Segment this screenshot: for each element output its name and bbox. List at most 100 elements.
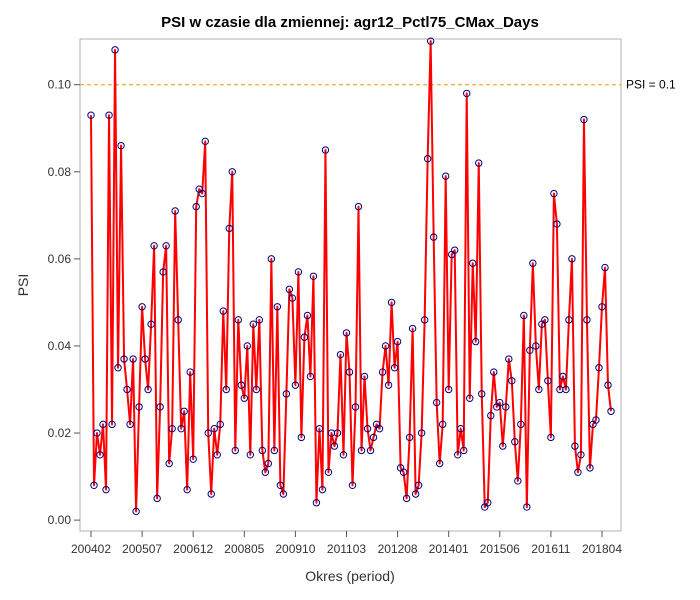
data-point bbox=[454, 451, 462, 459]
data-point bbox=[210, 424, 218, 433]
data-point bbox=[204, 429, 212, 437]
data-point bbox=[375, 424, 384, 433]
data-point bbox=[511, 438, 519, 446]
x-tick-label: 201208 bbox=[378, 542, 418, 556]
data-point bbox=[529, 259, 537, 267]
data-point bbox=[240, 394, 248, 402]
data-point bbox=[180, 407, 188, 415]
data-point bbox=[369, 433, 378, 442]
data-point bbox=[420, 316, 429, 324]
series-group bbox=[87, 37, 615, 516]
data-point bbox=[222, 385, 230, 394]
data-point bbox=[126, 420, 134, 429]
data-point bbox=[177, 424, 185, 433]
plot-area-frame bbox=[79, 38, 622, 532]
data-point bbox=[384, 381, 393, 389]
y-tick-label: 0.00 bbox=[48, 513, 72, 527]
x-tick-label: 201401 bbox=[429, 542, 469, 556]
data-point bbox=[114, 364, 122, 372]
data-point bbox=[213, 451, 221, 459]
data-point bbox=[276, 481, 285, 489]
data-point bbox=[360, 372, 369, 381]
data-point bbox=[339, 451, 348, 459]
data-point bbox=[336, 350, 345, 359]
data-point bbox=[111, 46, 119, 54]
data-point bbox=[123, 385, 131, 394]
data-point bbox=[198, 189, 206, 198]
data-point bbox=[604, 381, 612, 389]
data-point bbox=[601, 263, 609, 272]
data-point bbox=[547, 433, 555, 442]
data-point bbox=[526, 346, 534, 355]
data-point bbox=[234, 316, 242, 324]
data-point bbox=[393, 337, 402, 346]
reference-line-label: PSI = 0.1 bbox=[626, 78, 676, 92]
data-point bbox=[186, 368, 194, 376]
data-point bbox=[315, 424, 324, 433]
data-point bbox=[532, 342, 540, 350]
y-tick-label: 0.02 bbox=[48, 426, 72, 440]
data-point bbox=[171, 207, 179, 215]
data-point bbox=[348, 481, 357, 489]
data-point bbox=[405, 433, 414, 442]
data-point bbox=[366, 446, 375, 455]
data-point bbox=[165, 459, 173, 468]
data-point bbox=[174, 316, 182, 324]
data-point bbox=[592, 416, 600, 424]
data-point bbox=[520, 311, 528, 320]
data-point bbox=[96, 451, 104, 459]
data-point bbox=[324, 468, 333, 476]
data-point bbox=[562, 385, 570, 394]
data-point bbox=[168, 424, 176, 433]
data-point bbox=[303, 311, 312, 320]
data-point bbox=[595, 364, 603, 372]
data-point bbox=[577, 451, 585, 459]
data-point bbox=[99, 420, 107, 429]
data-point bbox=[135, 403, 143, 411]
data-point bbox=[201, 137, 209, 146]
psi-series-line bbox=[90, 40, 612, 513]
y-tick-label: 0.04 bbox=[48, 339, 72, 353]
x-tick-label: 200507 bbox=[122, 542, 162, 556]
data-point bbox=[354, 202, 363, 211]
data-point bbox=[228, 168, 236, 176]
data-point bbox=[460, 446, 468, 455]
data-point bbox=[183, 485, 191, 494]
data-point bbox=[423, 155, 432, 163]
data-point bbox=[342, 329, 351, 337]
data-point bbox=[508, 377, 516, 385]
data-point bbox=[273, 303, 282, 311]
data-point bbox=[102, 485, 110, 494]
data-point bbox=[129, 355, 137, 363]
data-point bbox=[237, 381, 245, 389]
data-point bbox=[120, 355, 128, 363]
data-point bbox=[417, 429, 426, 437]
data-point bbox=[402, 494, 411, 503]
data-point bbox=[255, 316, 264, 324]
data-point bbox=[432, 398, 441, 407]
data-point bbox=[300, 333, 309, 341]
x-tick-label: 200910 bbox=[275, 542, 315, 556]
data-point bbox=[252, 385, 261, 394]
data-point bbox=[225, 224, 233, 233]
data-point bbox=[159, 268, 167, 276]
data-point bbox=[306, 372, 315, 381]
data-point bbox=[147, 320, 155, 328]
x-tick-label: 201506 bbox=[480, 542, 520, 556]
data-point bbox=[414, 481, 423, 489]
data-point bbox=[288, 294, 297, 302]
data-point bbox=[466, 394, 474, 402]
data-point bbox=[141, 355, 149, 363]
data-point bbox=[517, 420, 525, 429]
data-point bbox=[279, 490, 288, 498]
data-point bbox=[144, 385, 152, 394]
data-point bbox=[438, 420, 447, 429]
data-point bbox=[264, 459, 273, 468]
data-point bbox=[514, 477, 522, 485]
data-point bbox=[93, 429, 101, 437]
data-point bbox=[246, 451, 255, 459]
data-point bbox=[598, 303, 606, 311]
